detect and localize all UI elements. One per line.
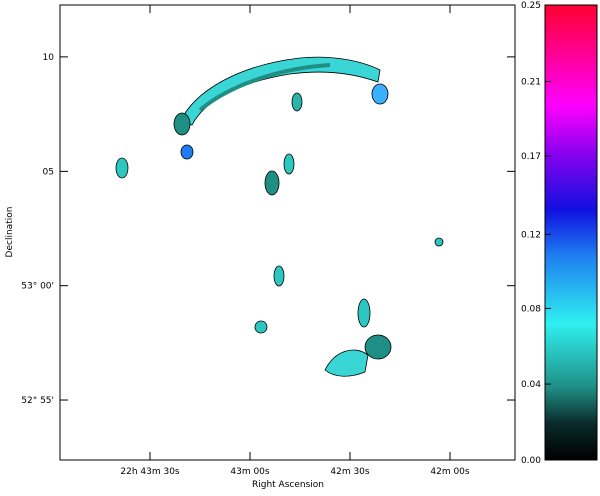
plot-frame — [59, 4, 516, 461]
colorbar-tick-label: 0.12 — [521, 230, 541, 240]
y-tick-label: 10 — [43, 53, 55, 63]
colorbar-tick-label: 0.04 — [521, 380, 541, 390]
y-axis-label: Declination — [5, 207, 15, 258]
colorbar-tick-label: 0.08 — [521, 304, 541, 314]
x-tick-label: 22h 43m 30s — [120, 467, 180, 477]
colorbar-tick-label: 0.21 — [521, 77, 541, 87]
x-tick-label: 42m 30s — [330, 467, 370, 477]
y-tick-label: 52° 55' — [21, 396, 54, 406]
colorbar — [544, 4, 598, 461]
y-tick-label: 05 — [43, 167, 54, 177]
colorbar-tick-label: 0.17 — [521, 152, 541, 162]
x-tick-label: 42m 00s — [430, 467, 470, 477]
colorbar-tick-label: 0.00 — [521, 456, 541, 466]
colorbar-tick-label: 0.25 — [521, 1, 541, 11]
emission — [115, 56, 444, 377]
x-tick-label: 43m 00s — [230, 467, 270, 477]
y-tick-label: 53° 00' — [21, 282, 54, 292]
x-axis-label: Right Ascension — [252, 480, 324, 490]
